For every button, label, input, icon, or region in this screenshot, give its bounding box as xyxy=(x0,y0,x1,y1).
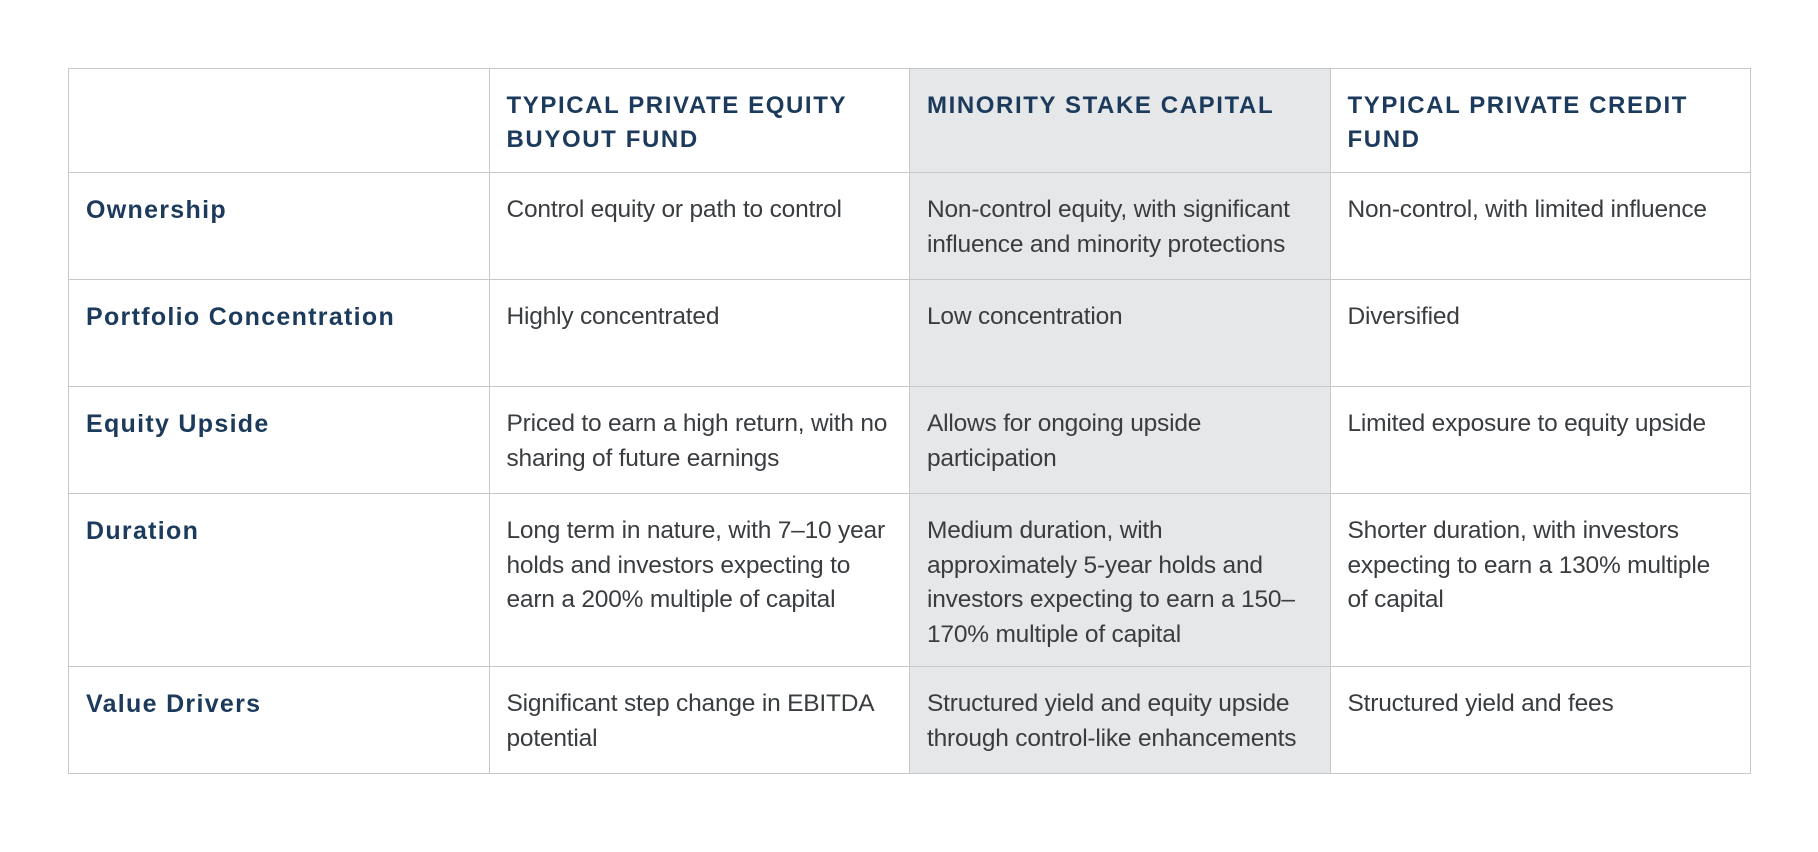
row-label-portfolio-concentration: Portfolio Concentration xyxy=(86,303,396,331)
table-row-equity-upside: Equity Upside Priced to earn a high retu… xyxy=(68,386,1751,494)
table-cell: Priced to earn a high return, with no sh… xyxy=(488,386,910,494)
cell-concentration-buyout: Highly concentrated xyxy=(506,303,720,330)
header-cell-credit: TYPICAL PRIVATE CREDIT FUND xyxy=(1329,68,1751,173)
table-cell: Shorter duration, with investors expecti… xyxy=(1329,493,1751,667)
cell-upside-credit: Limited exposure to equity upside xyxy=(1347,410,1707,437)
cell-ownership-credit: Non-control, with limited influence xyxy=(1347,196,1708,223)
row-label-cell: Portfolio Concentration xyxy=(68,279,490,387)
cell-upside-buyout: Priced to earn a high return, with no sh… xyxy=(506,410,888,472)
cell-duration-credit: Shorter duration, with investors expecti… xyxy=(1347,517,1711,613)
column-header-minority: MINORITY STAKE CAPITAL xyxy=(927,92,1275,119)
column-header-credit: TYPICAL PRIVATE CREDIT FUND xyxy=(1347,92,1689,153)
table-row-duration: Duration Long term in nature, with 7–10 … xyxy=(68,493,1751,667)
table-cell: Highly concentrated xyxy=(488,279,910,387)
table-cell: Low concentration xyxy=(909,279,1331,387)
table-row-portfolio-concentration: Portfolio Concentration Highly concentra… xyxy=(68,279,1751,387)
table-cell: Medium duration, with approximately 5-ye… xyxy=(909,493,1331,667)
cell-concentration-credit: Diversified xyxy=(1347,303,1460,330)
table-row-value-drivers: Value Drivers Significant step change in… xyxy=(68,666,1751,774)
table-cell: Structured yield and fees xyxy=(1329,666,1751,774)
cell-ownership-minority: Non-control equity, with significant inf… xyxy=(927,196,1290,258)
row-label-equity-upside: Equity Upside xyxy=(86,410,270,438)
table-cell: Diversified xyxy=(1329,279,1751,387)
table-cell: Long term in nature, with 7–10 year hold… xyxy=(488,493,910,667)
row-label-value-drivers: Value Drivers xyxy=(86,690,262,718)
column-header-buyout: TYPICAL PRIVATE EQUITY BUYOUT FUND xyxy=(506,92,847,153)
table-row-ownership: Ownership Control equity or path to cont… xyxy=(68,172,1751,280)
header-empty-cell xyxy=(68,68,490,173)
row-label-cell: Duration xyxy=(68,493,490,667)
table-cell: Allows for ongoing upside participation xyxy=(909,386,1331,494)
table-cell: Limited exposure to equity upside xyxy=(1329,386,1751,494)
table-cell: Structured yield and equity upside throu… xyxy=(909,666,1331,774)
cell-upside-minority: Allows for ongoing upside participation xyxy=(927,410,1202,472)
table-cell: Non-control equity, with significant inf… xyxy=(909,172,1331,280)
table-cell: Control equity or path to control xyxy=(488,172,910,280)
table-cell: Significant step change in EBITDA potent… xyxy=(488,666,910,774)
cell-duration-buyout: Long term in nature, with 7–10 year hold… xyxy=(506,517,886,613)
row-label-cell: Value Drivers xyxy=(68,666,490,774)
row-label-cell: Equity Upside xyxy=(68,386,490,494)
cell-drivers-credit: Structured yield and fees xyxy=(1347,690,1614,717)
cell-drivers-buyout: Significant step change in EBITDA potent… xyxy=(506,690,874,752)
cell-ownership-buyout: Control equity or path to control xyxy=(506,196,842,223)
cell-concentration-minority: Low concentration xyxy=(927,303,1123,330)
header-cell-buyout: TYPICAL PRIVATE EQUITY BUYOUT FUND xyxy=(488,68,910,173)
row-label-ownership: Ownership xyxy=(86,196,227,224)
cell-duration-minority: Medium duration, with approximately 5-ye… xyxy=(927,517,1295,648)
header-cell-minority: MINORITY STAKE CAPITAL xyxy=(909,68,1331,173)
table-header-row: TYPICAL PRIVATE EQUITY BUYOUT FUND MINOR… xyxy=(68,68,1751,173)
row-label-cell: Ownership xyxy=(68,172,490,280)
cell-drivers-minority: Structured yield and equity upside throu… xyxy=(927,690,1297,752)
table-cell: Non-control, with limited influence xyxy=(1329,172,1751,280)
row-label-duration: Duration xyxy=(86,517,200,545)
comparison-table: TYPICAL PRIVATE EQUITY BUYOUT FUND MINOR… xyxy=(68,68,1751,774)
